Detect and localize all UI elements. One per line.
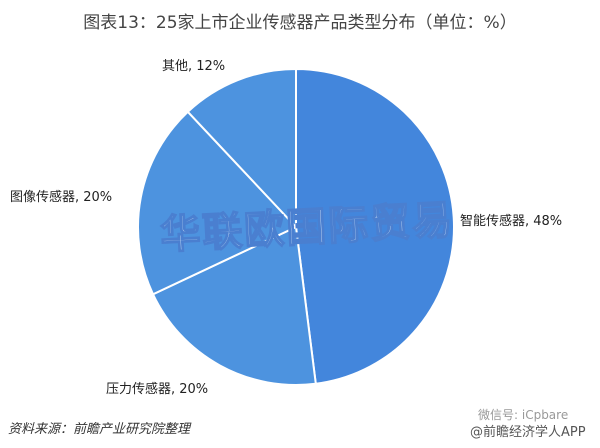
slice-label-image: 图像传感器, 20% xyxy=(10,190,113,205)
source-note: 资料来源：前瞻产业研究院整理 xyxy=(8,422,191,437)
slice-label-pressure: 压力传感器, 20% xyxy=(106,382,209,397)
slice-label-smart: 智能传感器, 48% xyxy=(460,214,563,229)
pie-slice-2 xyxy=(137,110,298,296)
pie-slice-3 xyxy=(186,67,297,230)
watermark-wechat: 微信号: iCpbare xyxy=(478,408,569,422)
watermark-app: @前瞻经济学人APP xyxy=(470,425,586,440)
pie-slice-0 xyxy=(295,67,455,385)
pie-slice-1 xyxy=(151,225,317,386)
slice-label-other: 其他, 12% xyxy=(162,59,226,74)
chart-title: 图表13：25家上市企业传感器产品类型分布（单位：%） xyxy=(83,13,517,33)
